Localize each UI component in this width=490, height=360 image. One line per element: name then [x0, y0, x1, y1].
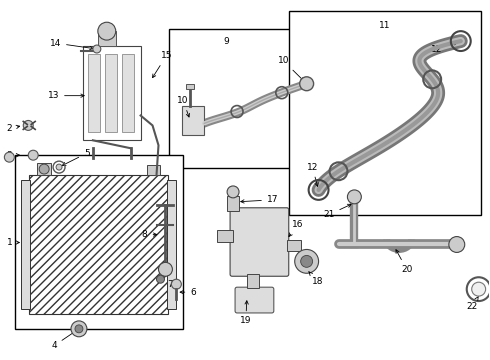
Circle shape [227, 186, 239, 198]
Bar [227, 196, 239, 211]
Text: 18: 18 [309, 272, 323, 286]
Text: 4: 4 [51, 331, 76, 350]
Text: 13: 13 [48, 91, 84, 100]
Text: 9: 9 [223, 37, 229, 46]
Circle shape [93, 45, 101, 53]
Bar [83, 46, 141, 140]
Bar [29, 175, 169, 314]
Bar [170, 29, 303, 168]
Bar [217, 230, 233, 242]
Circle shape [28, 150, 38, 160]
Bar [287, 239, 301, 251]
Circle shape [301, 255, 313, 267]
Text: 12: 12 [431, 42, 457, 54]
Bar [122, 54, 134, 132]
Bar [289, 11, 481, 215]
Text: 12: 12 [307, 163, 318, 186]
Bar [98, 31, 116, 46]
Circle shape [75, 325, 83, 333]
Circle shape [472, 282, 486, 296]
Circle shape [158, 262, 172, 276]
Text: 2: 2 [6, 124, 20, 133]
Text: 3: 3 [6, 151, 20, 160]
Text: 1: 1 [6, 238, 19, 247]
Text: 10: 10 [278, 57, 304, 81]
Circle shape [56, 164, 62, 170]
Text: 20: 20 [396, 250, 413, 274]
Bar [21, 180, 30, 309]
Text: 10: 10 [177, 96, 190, 117]
FancyBboxPatch shape [230, 208, 289, 276]
Text: 8: 8 [142, 230, 157, 239]
Text: 15: 15 [152, 51, 172, 78]
Circle shape [23, 121, 33, 130]
Bar [168, 180, 176, 309]
Bar [88, 54, 100, 132]
Circle shape [39, 164, 49, 174]
Circle shape [156, 275, 165, 283]
Text: 17: 17 [241, 195, 278, 204]
Bar [37, 163, 51, 175]
Circle shape [294, 249, 319, 273]
Text: 21: 21 [323, 204, 351, 219]
Bar [15, 155, 183, 329]
FancyBboxPatch shape [235, 287, 274, 313]
Text: 6: 6 [180, 288, 196, 297]
Circle shape [347, 190, 361, 204]
Text: 16: 16 [289, 220, 303, 237]
Text: 22: 22 [467, 296, 479, 311]
Text: 7: 7 [168, 280, 173, 289]
Circle shape [4, 152, 14, 162]
Bar [182, 105, 204, 135]
Circle shape [449, 237, 465, 252]
Text: 5: 5 [62, 149, 90, 166]
Circle shape [98, 22, 116, 40]
Circle shape [172, 279, 181, 289]
Bar [105, 54, 117, 132]
Bar [147, 165, 161, 175]
Text: 19: 19 [240, 301, 251, 325]
Circle shape [300, 77, 314, 91]
Bar [186, 84, 195, 89]
Circle shape [71, 321, 87, 337]
Bar [247, 274, 259, 288]
Text: 14: 14 [49, 39, 93, 50]
Text: 11: 11 [378, 21, 390, 30]
